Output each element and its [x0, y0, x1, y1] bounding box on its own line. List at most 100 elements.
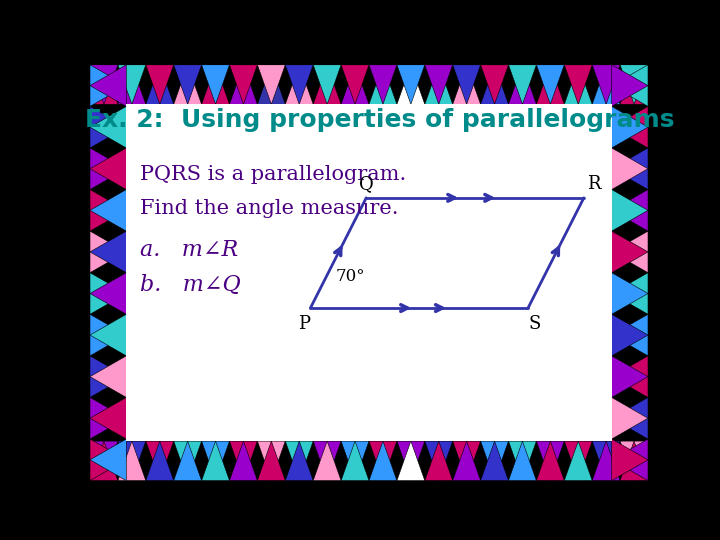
- Polygon shape: [313, 441, 341, 481]
- Polygon shape: [425, 65, 453, 104]
- Text: Find the angle measure.: Find the angle measure.: [140, 199, 399, 218]
- Polygon shape: [90, 273, 126, 314]
- FancyBboxPatch shape: [126, 104, 612, 441]
- Polygon shape: [612, 439, 648, 481]
- Text: b.   m∠Q: b. m∠Q: [140, 274, 241, 296]
- Polygon shape: [90, 314, 126, 356]
- Polygon shape: [285, 65, 313, 104]
- Polygon shape: [90, 397, 126, 439]
- Polygon shape: [90, 231, 126, 273]
- Polygon shape: [90, 439, 126, 481]
- Polygon shape: [564, 65, 593, 104]
- Polygon shape: [90, 190, 126, 231]
- Polygon shape: [593, 441, 620, 481]
- Polygon shape: [90, 65, 126, 106]
- Polygon shape: [425, 65, 453, 104]
- Text: P: P: [297, 315, 310, 333]
- Polygon shape: [285, 441, 313, 481]
- Polygon shape: [481, 65, 508, 104]
- Polygon shape: [453, 65, 481, 104]
- Polygon shape: [90, 148, 126, 190]
- Polygon shape: [145, 65, 174, 104]
- Polygon shape: [202, 441, 230, 481]
- Polygon shape: [536, 65, 564, 104]
- Text: R: R: [587, 175, 600, 193]
- Polygon shape: [118, 65, 145, 104]
- Polygon shape: [612, 273, 648, 314]
- Polygon shape: [313, 65, 341, 104]
- Polygon shape: [369, 441, 397, 481]
- Polygon shape: [612, 231, 648, 273]
- Polygon shape: [397, 441, 425, 481]
- Polygon shape: [508, 65, 536, 104]
- Polygon shape: [174, 65, 202, 104]
- Polygon shape: [90, 231, 126, 273]
- Polygon shape: [174, 65, 202, 104]
- Polygon shape: [90, 190, 126, 231]
- Polygon shape: [508, 441, 536, 481]
- Polygon shape: [230, 441, 258, 481]
- Polygon shape: [90, 356, 126, 397]
- Polygon shape: [620, 441, 648, 481]
- Polygon shape: [612, 190, 648, 231]
- Polygon shape: [341, 441, 369, 481]
- Polygon shape: [202, 441, 230, 481]
- Polygon shape: [612, 356, 648, 397]
- Polygon shape: [90, 356, 126, 397]
- Polygon shape: [258, 65, 285, 104]
- Polygon shape: [536, 441, 564, 481]
- Polygon shape: [145, 441, 174, 481]
- Polygon shape: [481, 65, 508, 104]
- Text: Q: Q: [359, 175, 374, 193]
- Text: PQRS is a parallelogram.: PQRS is a parallelogram.: [140, 165, 407, 185]
- Polygon shape: [397, 441, 425, 481]
- Polygon shape: [369, 65, 397, 104]
- Polygon shape: [258, 65, 285, 104]
- Polygon shape: [536, 65, 564, 104]
- Polygon shape: [481, 441, 508, 481]
- Polygon shape: [285, 441, 313, 481]
- Polygon shape: [369, 65, 397, 104]
- Polygon shape: [313, 65, 341, 104]
- Polygon shape: [174, 441, 202, 481]
- Polygon shape: [118, 441, 145, 481]
- Polygon shape: [612, 190, 648, 231]
- Polygon shape: [341, 65, 369, 104]
- Polygon shape: [564, 441, 593, 481]
- Polygon shape: [369, 441, 397, 481]
- Polygon shape: [90, 106, 126, 148]
- Polygon shape: [202, 65, 230, 104]
- Polygon shape: [341, 441, 369, 481]
- Polygon shape: [612, 231, 648, 273]
- Polygon shape: [90, 148, 126, 190]
- Polygon shape: [612, 106, 648, 148]
- Polygon shape: [612, 65, 648, 106]
- Polygon shape: [508, 441, 536, 481]
- Polygon shape: [90, 65, 126, 106]
- Polygon shape: [118, 441, 145, 481]
- Polygon shape: [397, 65, 425, 104]
- Polygon shape: [397, 65, 425, 104]
- Polygon shape: [258, 441, 285, 481]
- Polygon shape: [593, 65, 620, 104]
- Polygon shape: [174, 441, 202, 481]
- Polygon shape: [564, 441, 593, 481]
- Polygon shape: [453, 441, 481, 481]
- Polygon shape: [453, 65, 481, 104]
- Polygon shape: [536, 441, 564, 481]
- Polygon shape: [612, 65, 648, 106]
- Polygon shape: [612, 397, 648, 439]
- Polygon shape: [612, 397, 648, 439]
- Polygon shape: [620, 65, 648, 104]
- Text: Ex. 2:  Using properties of parallelograms: Ex. 2: Using properties of parallelogram…: [86, 109, 675, 132]
- Polygon shape: [145, 441, 174, 481]
- Polygon shape: [90, 65, 118, 104]
- Polygon shape: [258, 441, 285, 481]
- Polygon shape: [313, 441, 341, 481]
- Polygon shape: [612, 148, 648, 190]
- Polygon shape: [90, 314, 126, 356]
- Polygon shape: [425, 441, 453, 481]
- Polygon shape: [90, 397, 126, 439]
- Polygon shape: [90, 106, 126, 148]
- Text: a.   m∠R: a. m∠R: [140, 239, 238, 261]
